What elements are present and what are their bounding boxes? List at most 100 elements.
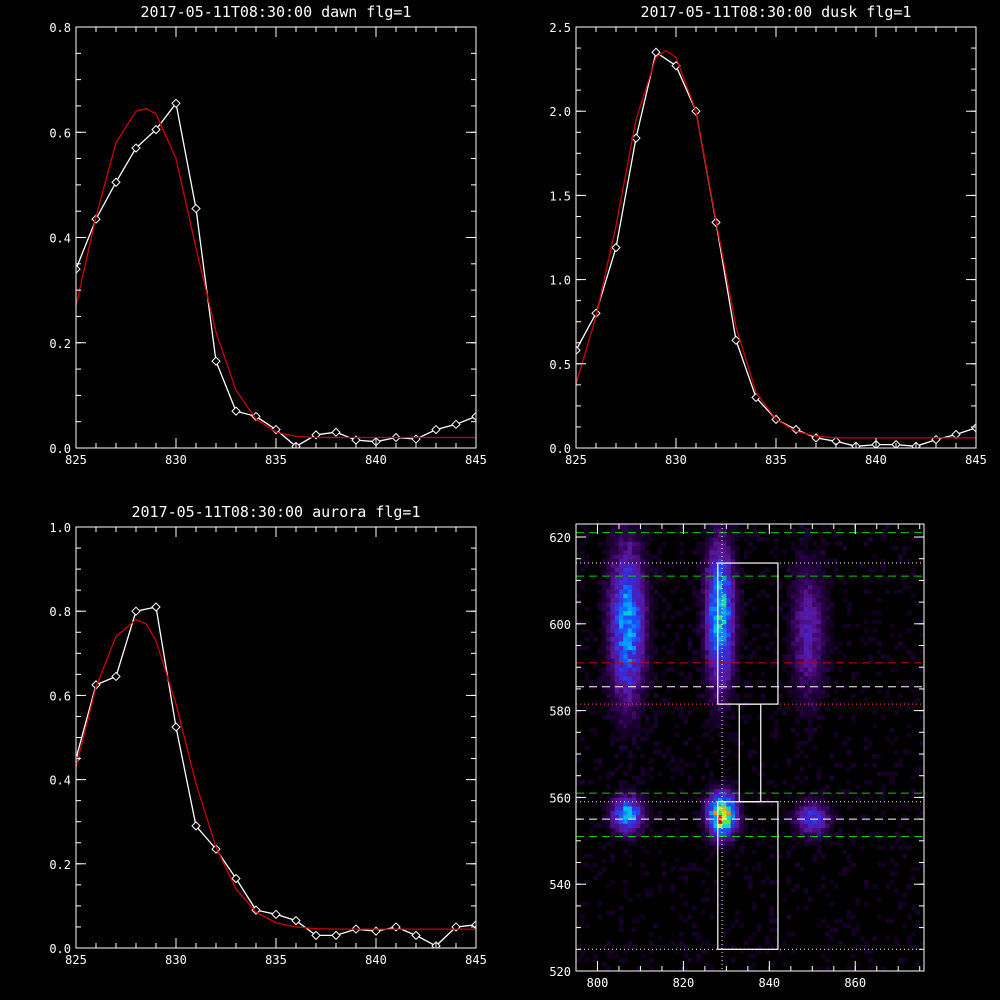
heatmap-cell	[704, 693, 710, 698]
heatmap-cell	[700, 693, 706, 698]
heatmap-cell	[790, 658, 796, 664]
heatmap-cell	[709, 728, 714, 733]
heatmap-cell	[902, 645, 908, 651]
heatmap-cell	[709, 810, 714, 816]
heatmap-cell	[863, 628, 869, 633]
heatmap-cell	[640, 641, 646, 646]
heatmap-cell	[623, 571, 628, 577]
heatmap-cell	[816, 806, 822, 811]
heatmap-cell	[855, 962, 860, 967]
heatmap-cell	[657, 814, 663, 820]
heatmap-cell	[700, 628, 706, 633]
heatmap-cell	[631, 623, 637, 629]
heatmap-cell	[713, 814, 719, 820]
heatmap-cell	[614, 636, 620, 642]
heatmap-cell	[640, 771, 646, 777]
heatmap-cell	[881, 537, 886, 542]
heatmap-cell	[597, 758, 603, 763]
heatmap-cell	[704, 541, 710, 547]
heatmap-cell	[717, 550, 723, 555]
y-tick-label: 0.6	[49, 689, 71, 703]
heatmap-cell	[756, 623, 762, 629]
heatmap-cell	[580, 532, 585, 538]
heatmap-cell	[812, 584, 817, 590]
heatmap-cell	[627, 827, 633, 833]
data-point-marker	[411, 930, 421, 941]
heatmap-cell	[623, 810, 628, 816]
heatmap-cell	[906, 649, 912, 655]
heatmap-cell	[614, 819, 620, 824]
heatmap-cell	[812, 597, 817, 603]
heatmap-cell	[636, 723, 641, 729]
heatmap-cell	[829, 658, 835, 664]
heatmap-cell	[786, 619, 792, 625]
x-tick-label: 845	[965, 453, 987, 467]
heatmap-cell	[786, 810, 792, 816]
heatmap-cell	[769, 879, 774, 885]
heatmap-cell	[790, 814, 796, 820]
heatmap-cell	[915, 697, 921, 703]
heatmap-cell	[623, 524, 628, 529]
heatmap-cell	[713, 680, 719, 685]
heatmap-cell	[752, 545, 757, 551]
heatmap-cell	[726, 862, 732, 868]
heatmap-cell	[812, 715, 817, 720]
heatmap-cell	[713, 701, 719, 707]
heatmap-cell	[790, 584, 796, 590]
heatmap-cell	[627, 658, 633, 664]
heatmap-cell	[644, 797, 650, 803]
heatmap-cell	[580, 584, 585, 590]
heatmap-cell	[606, 602, 611, 607]
heatmap-cell	[614, 571, 620, 577]
heatmap-cell	[717, 662, 723, 668]
heatmap-cell	[627, 723, 633, 729]
heatmap-cell	[842, 597, 848, 603]
heatmap-cell	[640, 793, 646, 798]
heatmap-cell	[653, 723, 658, 729]
heatmap-cell	[790, 619, 796, 625]
heatmap-cell	[743, 715, 749, 720]
heatmap-cell	[619, 628, 624, 633]
heatmap-cell	[687, 636, 693, 642]
heatmap-cell	[631, 645, 637, 651]
heatmap-cell	[619, 675, 624, 681]
heatmap-cell	[898, 641, 903, 646]
heatmap-cell	[889, 728, 895, 733]
heatmap-cell	[649, 723, 654, 729]
heatmap-cell	[704, 897, 710, 902]
heatmap-cell	[915, 602, 921, 607]
heatmap-cell	[636, 593, 641, 599]
heatmap-cell	[704, 636, 710, 642]
heatmap-cell	[631, 715, 637, 720]
heatmap-cell	[752, 636, 757, 642]
heatmap-cell	[636, 966, 641, 971]
heatmap-cell	[584, 745, 590, 750]
heatmap-cell	[889, 701, 895, 707]
heatmap-cell	[756, 949, 762, 954]
heatmap-cell	[816, 836, 822, 842]
heatmap-cell	[687, 762, 693, 768]
dusk-plot-title: 2017-05-11T08:30:00 dusk flg=1	[641, 3, 912, 21]
heatmap-cell	[833, 819, 839, 824]
heatmap-cell	[640, 623, 646, 629]
heatmap-cell	[709, 580, 714, 586]
heatmap-cell	[610, 719, 616, 724]
heatmap-cell	[649, 584, 654, 590]
heatmap-cell	[825, 806, 830, 811]
heatmap-cell	[640, 658, 646, 664]
heatmap-cell	[640, 654, 646, 659]
heatmap-cell	[816, 923, 822, 928]
heatmap-cell	[777, 853, 783, 859]
heatmap-cell	[825, 801, 830, 807]
heatmap-cell	[722, 671, 727, 677]
heatmap-cell	[704, 680, 710, 685]
heatmap-cell	[730, 619, 736, 625]
heatmap-cell	[911, 945, 916, 950]
heatmap-cell	[704, 563, 710, 568]
heatmap-cell	[730, 810, 736, 816]
heatmap-cell	[911, 905, 916, 911]
heatmap-cell	[610, 675, 616, 681]
heatmap-cell	[803, 706, 809, 711]
heatmap-cell	[623, 745, 628, 750]
heatmap-cell	[606, 576, 611, 581]
